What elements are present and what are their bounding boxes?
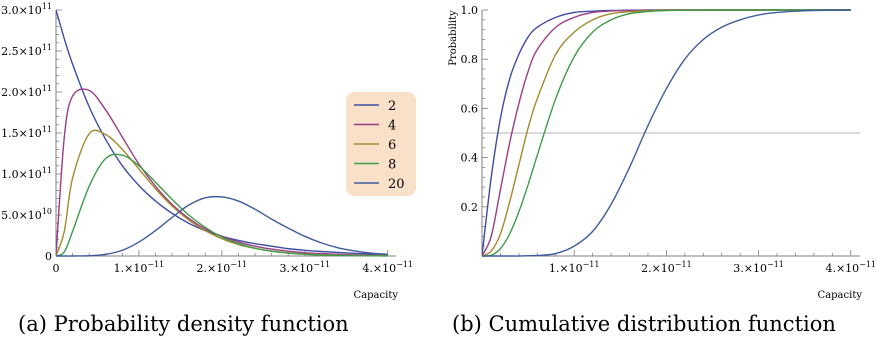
pdf-y-tick-label: 1.5×1011 (1, 125, 52, 140)
pdf-y-tick-label: 1.0×1011 (1, 166, 52, 181)
caption-cdf: (b) Cumulative distribution function (452, 312, 836, 336)
pdf-y-tick-label: 5.0×1010 (1, 207, 52, 222)
pdf-x-tick-label: 3.×10−11 (279, 260, 330, 275)
cdf-x-axis-title: Capacity (818, 290, 863, 301)
pdf-y-tick-label: 2.5×1011 (1, 43, 52, 58)
cdf-y-axis-title: Probability (448, 10, 459, 66)
cdf-x-tick-label: 3.×10−11 (733, 260, 784, 275)
legend-label-6: 6 (388, 138, 396, 153)
pdf-x-tick-label: 0 (53, 262, 60, 275)
cdf-x-tick-label: 2.×10−11 (641, 260, 692, 275)
cdf-x-tick-label: 4.×10−11 (825, 260, 876, 275)
pdf-series-line-2 (56, 9, 388, 256)
legend-label-2: 2 (388, 99, 396, 114)
pdf-series-line-20 (56, 195, 388, 257)
cdf-y-tick-label: 0.6 (461, 102, 479, 115)
pdf-y-tick-label: 0 (45, 250, 52, 263)
pdf-series-line-8 (56, 153, 388, 257)
pdf-x-tick-label: 2.×10−11 (197, 260, 248, 275)
cdf-y-tick-label: 0.2 (461, 201, 479, 214)
cdf-y-tick-label: 1.0 (461, 4, 479, 17)
pdf-y-tick-label: 3.0×1011 (1, 2, 52, 17)
cdf-panel: 1.×10−11 2.×10−11 3.×10−11 4.×10−11 0.2 0.4 0.… (448, 4, 876, 301)
pdf-x-axis-title: Capacity (354, 290, 399, 301)
cdf-y-tick-label: 0.4 (461, 152, 479, 165)
legend-box (346, 92, 416, 196)
cdf-series-line-8 (482, 9, 851, 257)
pdf-x-tick-label: 4.×10−11 (362, 260, 413, 275)
pdf-x-tick-label: 1.×10−11 (114, 260, 165, 275)
pdf-panel: 0 1.×10−11 2.×10−11 3.×10−11 4.×10−11 0 5.0×10… (1, 2, 416, 301)
caption-pdf: (a) Probability density function (18, 312, 349, 336)
pdf-y-tick-label: 2.0×1011 (1, 84, 52, 99)
legend-label-4: 4 (388, 119, 396, 134)
legend-label-20: 20 (388, 177, 405, 192)
legend: 2 4 6 8 20 (346, 92, 416, 196)
cdf-y-tick-label: 0.8 (461, 53, 479, 66)
cdf-series-line-20 (482, 9, 851, 257)
legend-label-8: 8 (388, 158, 396, 173)
pdf-series-line-4 (56, 88, 388, 257)
cdf-x-tick-label: 1.×10−11 (549, 260, 600, 275)
